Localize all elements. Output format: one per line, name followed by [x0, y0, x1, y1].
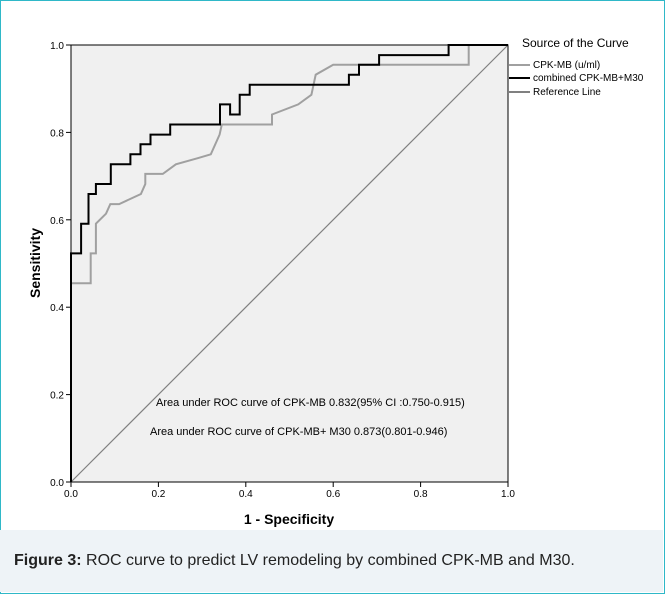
legend-title: Source of the Curve: [522, 36, 629, 50]
figure-caption: Figure 3: ROC curve to predict LV remode…: [14, 550, 654, 571]
series-line-combined: [70, 44, 508, 482]
caption-label: Figure 3:: [14, 552, 82, 569]
legend-label-cpkmb: CPK-MB (u/ml): [533, 60, 600, 71]
y-tick-label: 0.6: [50, 216, 64, 227]
y-axis-label: Sensitivity: [27, 228, 43, 298]
y-tick-label: 0.4: [50, 303, 64, 314]
x-axis-label: 1 - Specificity: [244, 511, 334, 527]
x-tick-label: 0.6: [326, 489, 340, 500]
x-tick-label: 0.2: [151, 489, 165, 500]
y-tick-label: 1.0: [50, 41, 64, 52]
annotation-auc-cpkmb: Area under ROC curve of CPK-MB 0.832(95%…: [156, 397, 465, 409]
series-line-reference: [70, 44, 509, 483]
x-tick-label: 1.0: [501, 489, 515, 500]
x-tick-label: 0.0: [64, 489, 78, 500]
caption-text: ROC curve to predict LV remodeling by co…: [81, 552, 575, 569]
axis-layer: 0.0 0.2 0.4 0.6 0.8 1.0 0.0 0.2 0.4 0.6 0.8 1.0: [50, 41, 515, 500]
x-tick-label: 0.4: [239, 489, 253, 500]
annotation-auc-combined: Area under ROC curve of CPK-MB+ M30 0.87…: [150, 426, 447, 438]
x-tick-label: 0.8: [414, 489, 428, 500]
legend-label-reference: Reference Line: [533, 87, 601, 98]
series-line-cpkmb: [70, 44, 508, 482]
legend: Source of the Curve CPK-MB (u/ml) combin…: [509, 36, 644, 98]
series-layer: [70, 44, 509, 483]
legend-label-combined: combined CPK-MB+M30: [533, 73, 644, 84]
y-tick-label: 0.0: [50, 478, 64, 489]
y-tick-label: 0.2: [50, 391, 64, 402]
caption-background: [0, 530, 663, 592]
y-tick-label: 0.8: [50, 128, 64, 139]
